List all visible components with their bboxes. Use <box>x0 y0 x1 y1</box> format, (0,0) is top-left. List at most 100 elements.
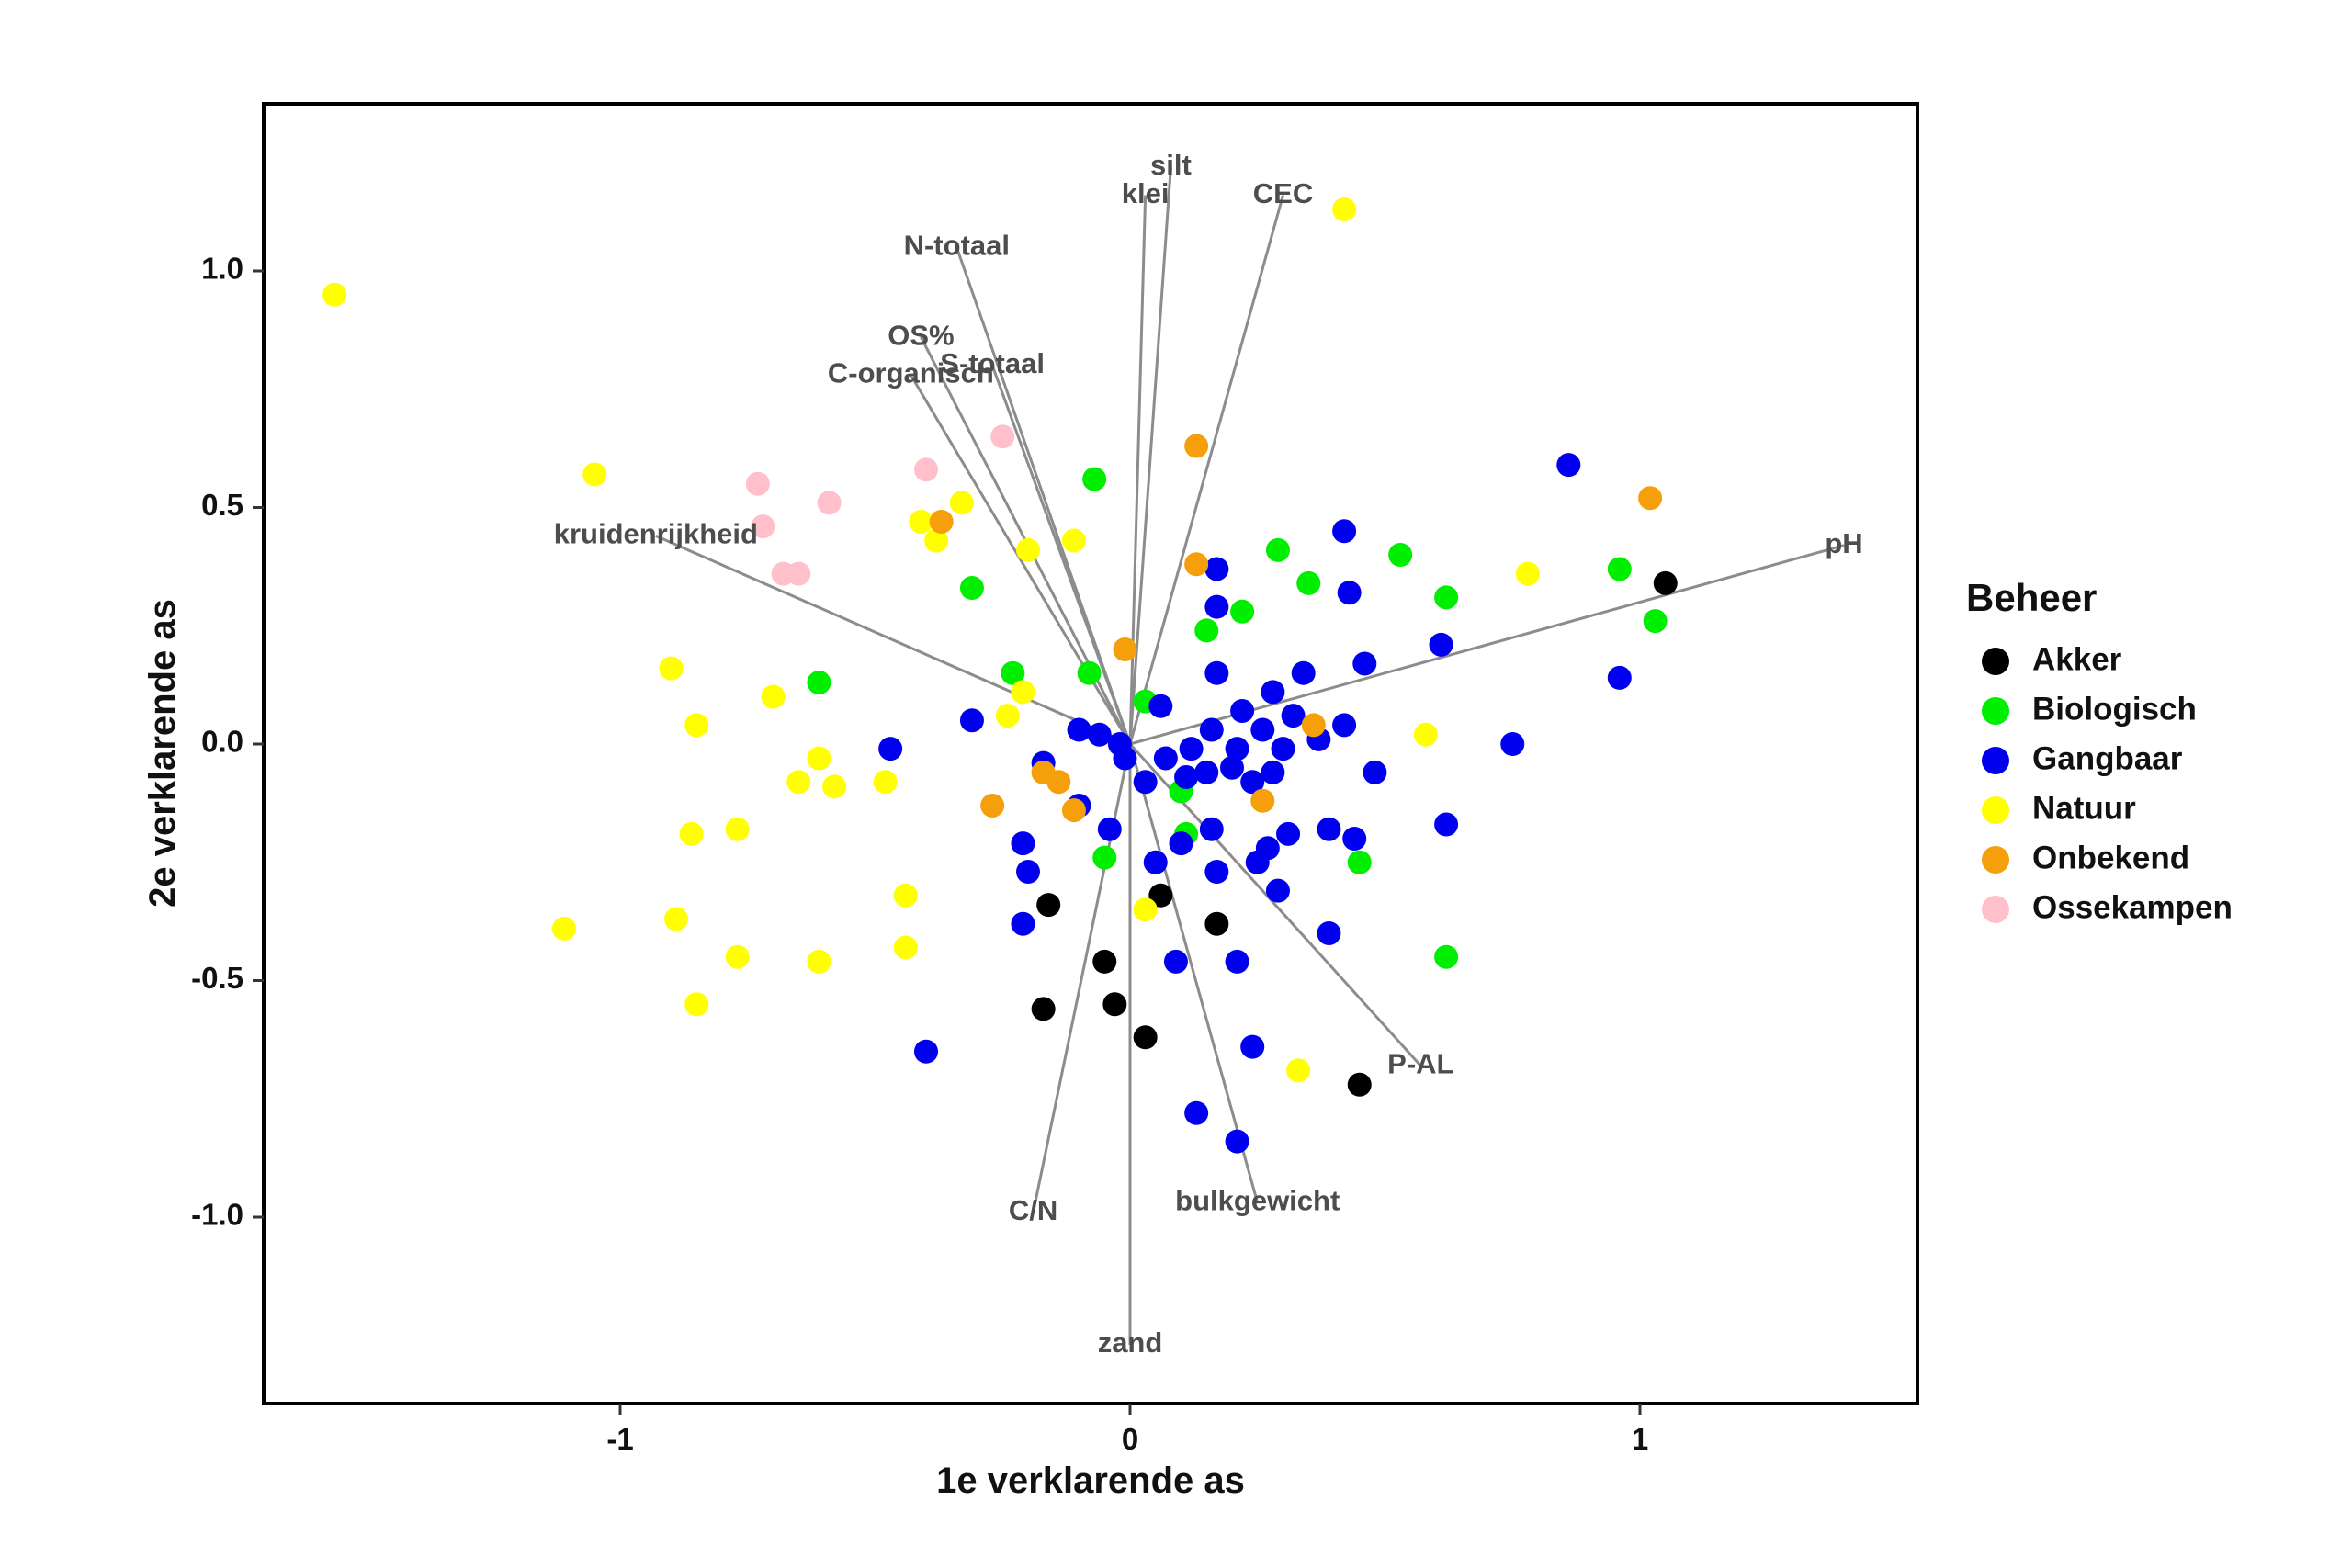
point-gangbaar <box>1067 717 1091 742</box>
point-gangbaar <box>1342 827 1367 851</box>
point-onbekend <box>1184 552 1209 577</box>
legend-label-onbekend: Onbekend <box>2032 840 2189 875</box>
point-akker <box>1148 883 1173 908</box>
point-biologisch <box>1388 543 1413 567</box>
point-gangbaar <box>1153 746 1178 771</box>
point-gangbaar <box>1291 660 1316 685</box>
x-axis-title: 1e verklarende as <box>936 1461 1245 1501</box>
point-natuur <box>807 746 831 771</box>
point-natuur <box>761 684 786 709</box>
legend-key-natuur <box>1982 796 2009 824</box>
vector-label-ph: pH <box>1825 527 1862 559</box>
vector-label-cec: CEC <box>1253 177 1313 209</box>
point-natuur <box>684 713 709 738</box>
point-natuur <box>725 817 750 841</box>
point-natuur <box>1332 197 1357 222</box>
point-gangbaar <box>1317 817 1341 841</box>
point-gangbaar <box>1169 831 1193 856</box>
point-natuur <box>873 770 898 795</box>
point-gangbaar <box>1332 519 1357 544</box>
legend-label-natuur: Natuur <box>2032 790 2136 826</box>
point-akker <box>1102 992 1127 1017</box>
point-biologisch <box>1077 660 1102 685</box>
vector-label-klei: klei <box>1122 177 1170 209</box>
point-biologisch <box>1434 585 1459 610</box>
point-gangbaar <box>1113 746 1137 771</box>
y-tick-label: 0.5 <box>201 488 243 522</box>
point-gangbaar <box>1281 704 1306 728</box>
point-gangbaar <box>1148 694 1173 718</box>
legend: Beheer Akker Biologisch Gangbaar Natuur Onbe… <box>1966 576 2233 925</box>
point-gangbaar <box>1011 831 1035 856</box>
point-natuur <box>786 770 811 795</box>
point-natuur <box>1413 722 1438 747</box>
point-gangbaar <box>1250 717 1275 742</box>
point-akker <box>1092 949 1117 974</box>
point-gangbaar <box>1184 1100 1209 1125</box>
point-gangbaar <box>1204 860 1229 885</box>
point-gangbaar <box>1607 665 1632 690</box>
legend-label-ossekampen: Ossekampen <box>2032 889 2233 925</box>
vector-label-silt: silt <box>1150 149 1192 181</box>
point-gangbaar <box>1240 770 1265 795</box>
point-biologisch <box>1434 944 1459 969</box>
point-gangbaar <box>1556 453 1581 478</box>
point-gangbaar <box>1429 632 1453 657</box>
point-gangbaar <box>1363 760 1387 784</box>
point-gangbaar <box>1230 698 1255 723</box>
point-gangbaar <box>1332 713 1357 738</box>
point-biologisch <box>1230 599 1255 624</box>
point-gangbaar <box>1225 949 1250 974</box>
legend-title: Beheer <box>1966 576 2097 619</box>
vector-label-c-n: C/N <box>1009 1194 1057 1226</box>
legend-key-ossekampen <box>1982 896 2009 923</box>
point-ossekampen <box>817 491 842 515</box>
legend-key-onbekend <box>1982 846 2009 874</box>
point-gangbaar <box>1174 765 1199 790</box>
point-gangbaar <box>1204 594 1229 619</box>
point-natuur <box>725 944 750 969</box>
point-natuur <box>322 282 347 307</box>
point-ossekampen <box>914 457 938 482</box>
point-gangbaar <box>1352 651 1377 676</box>
point-gangbaar <box>1434 812 1459 837</box>
point-natuur <box>1061 528 1086 553</box>
vector-arrow-bulkgewicht <box>1128 743 1260 1203</box>
y-axis-title: 2e verklarende as <box>142 599 183 908</box>
point-onbekend <box>980 793 1005 818</box>
point-natuur <box>1016 537 1040 562</box>
point-natuur <box>1515 561 1540 586</box>
point-biologisch <box>1001 660 1025 685</box>
point-biologisch <box>1347 850 1372 874</box>
vector-label-s-totaal: S-totaal <box>940 347 1045 379</box>
y-tick-label: -1.0 <box>191 1198 243 1232</box>
point-natuur <box>1133 897 1158 922</box>
point-onbekend <box>1184 434 1209 458</box>
point-gangbaar <box>1087 722 1112 747</box>
point-biologisch <box>1296 570 1321 595</box>
point-gangbaar <box>1179 737 1204 761</box>
point-layer <box>322 197 1678 1154</box>
point-natuur <box>807 949 831 974</box>
point-biologisch <box>959 576 984 601</box>
point-gangbaar <box>1337 581 1362 605</box>
point-gangbaar <box>1240 1034 1265 1059</box>
point-ossekampen <box>786 561 811 586</box>
point-gangbaar <box>1204 660 1229 685</box>
y-tick-label: 0.0 <box>201 725 243 759</box>
point-gangbaar <box>1199 817 1224 841</box>
point-natuur <box>1286 1058 1311 1083</box>
point-natuur <box>659 656 684 681</box>
point-gangbaar <box>1133 770 1158 795</box>
point-gangbaar <box>1204 557 1229 581</box>
legend-key-biologisch <box>1982 697 2009 725</box>
point-biologisch <box>1607 557 1632 581</box>
point-natuur <box>822 774 847 799</box>
vector-label-bulkgewicht: bulkgewicht <box>1175 1185 1340 1217</box>
vector-arrow-cec <box>1128 195 1284 745</box>
point-biologisch <box>1194 618 1219 643</box>
vector-label-c-organisch: C-organisch <box>828 356 994 389</box>
y-axis: -1.0 -0.5 0.0 0.5 1.0 <box>191 252 264 1232</box>
